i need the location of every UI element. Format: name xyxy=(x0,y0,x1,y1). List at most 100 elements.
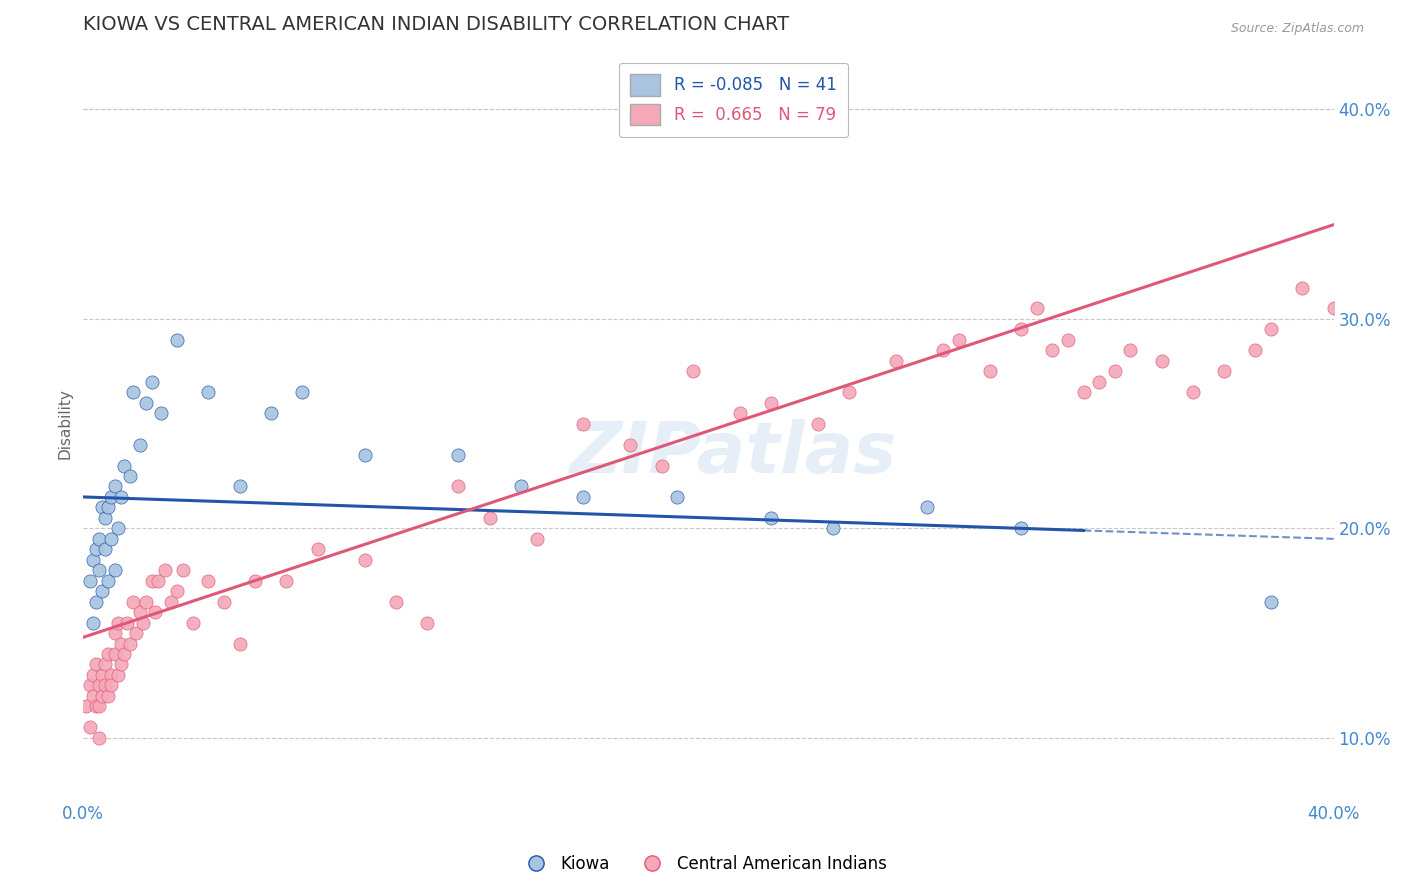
Point xyxy=(666,490,689,504)
Point xyxy=(91,689,114,703)
Point xyxy=(245,574,267,588)
Point xyxy=(1260,322,1282,336)
Point xyxy=(1025,301,1047,316)
Point xyxy=(1181,385,1204,400)
Text: KIOWA VS CENTRAL AMERICAN INDIAN DISABILITY CORRELATION CHART: KIOWA VS CENTRAL AMERICAN INDIAN DISABIL… xyxy=(83,15,789,34)
Point xyxy=(110,657,132,672)
Point xyxy=(122,595,145,609)
Point xyxy=(75,699,97,714)
Point xyxy=(120,636,142,650)
Point xyxy=(197,574,219,588)
Point xyxy=(87,731,110,745)
Point xyxy=(478,511,501,525)
Point xyxy=(572,417,595,431)
Point xyxy=(107,521,129,535)
Point xyxy=(807,417,830,431)
Point xyxy=(291,385,314,400)
Point xyxy=(103,647,125,661)
Point xyxy=(181,615,204,630)
Point xyxy=(87,563,110,577)
Point xyxy=(1010,521,1032,535)
Point xyxy=(103,626,125,640)
Point xyxy=(1119,343,1142,358)
Point xyxy=(94,657,117,672)
Point xyxy=(120,469,142,483)
Point xyxy=(197,385,219,400)
Legend: Kiowa, Central American Indians: Kiowa, Central American Indians xyxy=(513,848,893,880)
Point xyxy=(728,406,751,420)
Point xyxy=(212,595,235,609)
Point xyxy=(651,458,673,473)
Point xyxy=(94,511,117,525)
Point xyxy=(125,626,148,640)
Point xyxy=(948,333,970,347)
Point xyxy=(97,500,120,515)
Point xyxy=(84,595,107,609)
Text: ZIPatlas: ZIPatlas xyxy=(569,419,897,488)
Point xyxy=(1104,364,1126,378)
Point xyxy=(572,490,595,504)
Point xyxy=(619,437,641,451)
Point xyxy=(682,364,704,378)
Point xyxy=(979,364,1001,378)
Point xyxy=(385,595,408,609)
Point xyxy=(94,678,117,692)
Legend: R = -0.085   N = 41, R =  0.665   N = 79: R = -0.085 N = 41, R = 0.665 N = 79 xyxy=(619,62,848,137)
Point xyxy=(97,689,120,703)
Point xyxy=(884,353,907,368)
Point xyxy=(823,521,845,535)
Point xyxy=(1040,343,1063,358)
Point xyxy=(1073,385,1095,400)
Point xyxy=(128,437,150,451)
Y-axis label: Disability: Disability xyxy=(58,388,72,459)
Point xyxy=(115,615,138,630)
Point xyxy=(87,532,110,546)
Point xyxy=(1323,301,1346,316)
Point xyxy=(153,563,176,577)
Text: Source: ZipAtlas.com: Source: ZipAtlas.com xyxy=(1230,22,1364,36)
Point xyxy=(353,448,375,462)
Point xyxy=(1150,353,1173,368)
Point xyxy=(135,395,157,409)
Point xyxy=(1010,322,1032,336)
Point xyxy=(917,500,939,515)
Point xyxy=(135,595,157,609)
Point xyxy=(100,490,122,504)
Point xyxy=(1244,343,1267,358)
Point xyxy=(447,479,470,493)
Point xyxy=(141,375,163,389)
Point xyxy=(84,542,107,557)
Point xyxy=(103,479,125,493)
Point xyxy=(84,699,107,714)
Point xyxy=(276,574,298,588)
Point xyxy=(107,668,129,682)
Point xyxy=(1291,280,1313,294)
Point xyxy=(82,689,104,703)
Point xyxy=(131,615,153,630)
Point xyxy=(110,490,132,504)
Point xyxy=(228,479,250,493)
Point xyxy=(97,574,120,588)
Point xyxy=(166,584,188,599)
Point xyxy=(100,532,122,546)
Point xyxy=(1088,375,1111,389)
Point xyxy=(100,678,122,692)
Point xyxy=(94,542,117,557)
Point xyxy=(141,574,163,588)
Point xyxy=(148,574,170,588)
Point xyxy=(79,678,101,692)
Point xyxy=(159,595,181,609)
Point xyxy=(112,647,135,661)
Point xyxy=(87,699,110,714)
Point xyxy=(100,668,122,682)
Point xyxy=(353,553,375,567)
Point xyxy=(82,615,104,630)
Point xyxy=(307,542,329,557)
Point xyxy=(759,395,782,409)
Point xyxy=(97,647,120,661)
Point xyxy=(79,574,101,588)
Point xyxy=(838,385,860,400)
Point xyxy=(91,500,114,515)
Point xyxy=(79,720,101,734)
Point xyxy=(112,458,135,473)
